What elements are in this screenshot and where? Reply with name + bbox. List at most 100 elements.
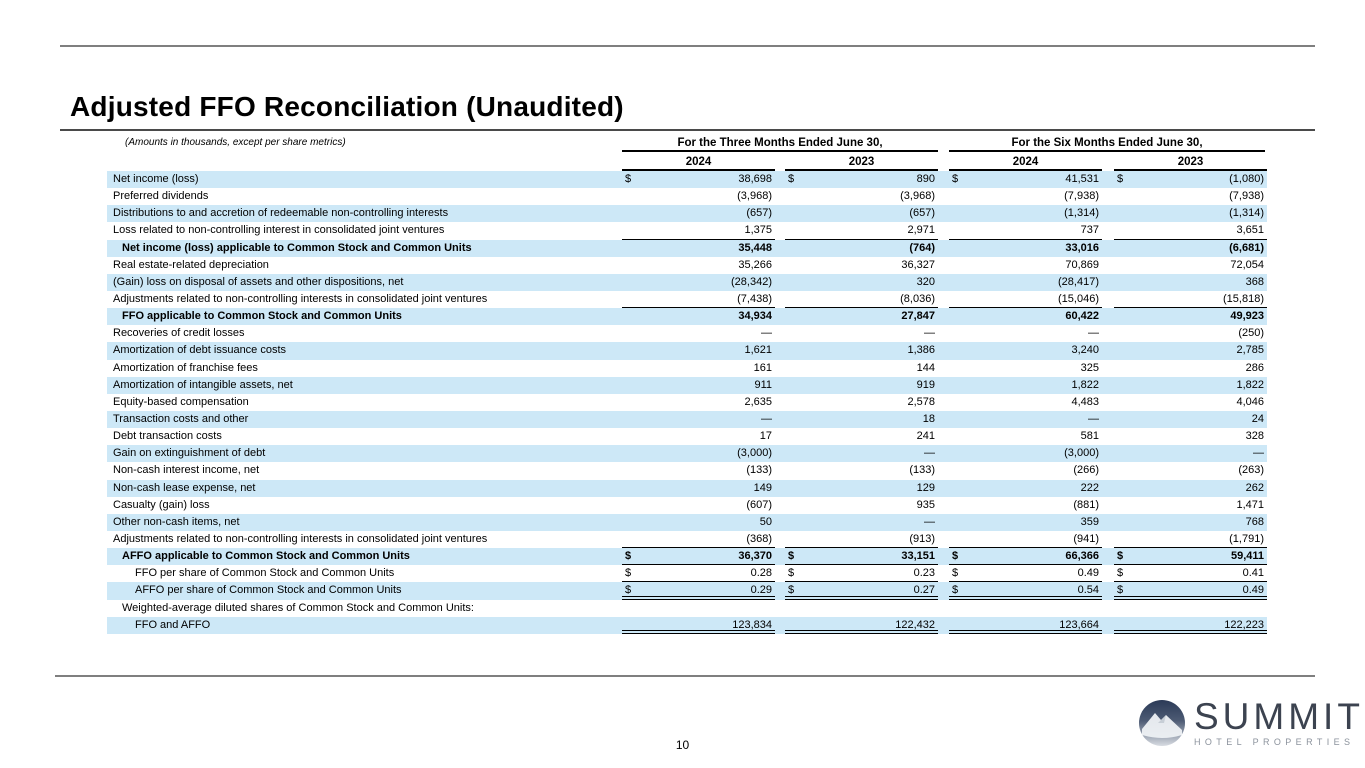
cell-value: 359 xyxy=(1080,515,1099,528)
cell-value: — xyxy=(761,327,772,340)
dollar-sign: $ xyxy=(625,567,632,580)
group-header-six-months: For the Six Months Ended June 30, xyxy=(949,137,1265,152)
year-header-3: 2024 xyxy=(949,156,1102,171)
cell-three-months-2024: 35,448 xyxy=(622,240,775,257)
table-row: FFO and AFFO 123,834 122,432 123,664 122… xyxy=(107,616,1267,634)
table-note: (Amounts in thousands, except per share … xyxy=(125,137,346,148)
cell-value: (28,417) xyxy=(1058,275,1099,288)
row-label: (Gain) loss on disposal of assets and ot… xyxy=(113,275,404,288)
cell-value: (8,036) xyxy=(900,292,935,305)
cell-three-months-2024 xyxy=(622,600,775,617)
cell-value: 911 xyxy=(754,378,772,391)
dollar-sign: $ xyxy=(1117,550,1124,563)
row-label: Equity-based compensation xyxy=(113,395,249,408)
cell-value: 737 xyxy=(1080,224,1099,237)
cell-six-months-2023: 4,046 xyxy=(1114,394,1267,411)
dollar-sign: $ xyxy=(625,584,632,597)
cell-three-months-2024: 35,266 xyxy=(622,257,775,274)
cell-six-months-2024: (7,938) xyxy=(949,188,1102,205)
cell-six-months-2024: 1,822 xyxy=(949,377,1102,394)
cell-value: (607) xyxy=(746,498,772,511)
cell-value: 33,016 xyxy=(1065,241,1099,254)
cell-three-months-2023: 36,327 xyxy=(785,257,938,274)
cell-six-months-2023: (1,791) xyxy=(1114,531,1267,549)
cell-value: 241 xyxy=(916,430,935,443)
cell-six-months-2024: 581 xyxy=(949,428,1102,445)
cell-three-months-2024: (7,438) xyxy=(622,291,775,309)
table-row: AFFO per share of Common Stock and Commo… xyxy=(107,582,1267,600)
cell-six-months-2024: (266) xyxy=(949,462,1102,479)
table-row: Distributions to and accretion of redeem… xyxy=(107,205,1267,223)
cell-value: 1,375 xyxy=(744,224,772,237)
cell-three-months-2024: 1,375 xyxy=(622,222,775,240)
cell-value: 122,223 xyxy=(1224,618,1264,631)
group-header-three-months: For the Three Months Ended June 30, xyxy=(622,137,938,152)
cell-six-months-2023: 1,471 xyxy=(1114,497,1267,514)
cell-value: 919 xyxy=(916,378,935,391)
cell-value: 123,664 xyxy=(1059,618,1099,631)
dollar-sign: $ xyxy=(788,550,795,563)
cell-six-months-2024: (941) xyxy=(949,531,1102,549)
row-label: Gain on extinguishment of debt xyxy=(113,447,266,460)
cell-three-months-2023: 919 xyxy=(785,377,938,394)
cell-three-months-2023: 129 xyxy=(785,480,938,497)
table-row: Real estate-related depreciation 35,266 … xyxy=(107,257,1267,274)
table-row: FFO per share of Common Stock and Common… xyxy=(107,565,1267,583)
cell-value: 35,266 xyxy=(738,258,772,271)
cell-three-months-2023: (657) xyxy=(785,205,938,222)
cell-value: (15,818) xyxy=(1223,292,1264,305)
cell-value: 1,822 xyxy=(1236,378,1264,391)
cell-six-months-2024: — xyxy=(949,325,1102,342)
cell-six-months-2023: $0.41 xyxy=(1114,565,1267,583)
cell-six-months-2023: (6,681) xyxy=(1114,240,1267,257)
cell-six-months-2023: 2,785 xyxy=(1114,342,1267,359)
table-row: Other non-cash items, net 50 — 359 768 xyxy=(107,513,1267,531)
top-divider xyxy=(60,45,1315,47)
cell-three-months-2023: 935 xyxy=(785,497,938,514)
dollar-sign: $ xyxy=(952,584,959,597)
cell-value: — xyxy=(1088,327,1099,340)
cell-value: 149 xyxy=(753,481,772,494)
cell-six-months-2024: 123,664 xyxy=(949,617,1102,634)
cell-value: (3,000) xyxy=(1064,447,1099,460)
cell-value: 368 xyxy=(1245,275,1264,288)
cell-six-months-2024: 3,240 xyxy=(949,342,1102,359)
row-label: AFFO per share of Common Stock and Commo… xyxy=(135,584,402,597)
cell-value: 49,923 xyxy=(1230,310,1264,323)
cell-value: 2,635 xyxy=(744,395,772,408)
row-label: Amortization of franchise fees xyxy=(113,361,258,374)
cell-three-months-2023: 144 xyxy=(785,360,938,377)
cell-six-months-2024: $0.49 xyxy=(949,565,1102,583)
dollar-sign: $ xyxy=(788,173,795,185)
cell-six-months-2024: (28,417) xyxy=(949,274,1102,291)
cell-six-months-2023: 262 xyxy=(1114,480,1267,497)
cell-six-months-2023: 368 xyxy=(1114,274,1267,291)
cell-six-months-2024: 222 xyxy=(949,480,1102,497)
cell-three-months-2023: 2,578 xyxy=(785,394,938,411)
cell-value: (3,968) xyxy=(900,190,935,203)
cell-value: 4,046 xyxy=(1236,395,1264,408)
cell-value: — xyxy=(1253,447,1264,460)
cell-value: 129 xyxy=(916,481,935,494)
cell-three-months-2024: $38,698 xyxy=(622,171,775,188)
row-label: Net income (loss) xyxy=(113,173,199,185)
table-row: Debt transaction costs 17 241 581 328 xyxy=(107,428,1267,445)
cell-value: 2,578 xyxy=(907,395,935,408)
cell-value: 123,834 xyxy=(732,618,772,631)
cell-value: 1,386 xyxy=(907,344,935,357)
row-label: Transaction costs and other xyxy=(113,412,249,425)
cell-value: (881) xyxy=(1073,498,1099,511)
cell-six-months-2024: $0.54 xyxy=(949,582,1102,600)
cell-value: — xyxy=(924,447,935,460)
cell-six-months-2023: 286 xyxy=(1114,360,1267,377)
cell-six-months-2023: (263) xyxy=(1114,462,1267,479)
cell-three-months-2023: (913) xyxy=(785,531,938,549)
cell-value: 262 xyxy=(1245,481,1264,494)
cell-value: — xyxy=(761,412,772,425)
cell-three-months-2024: 17 xyxy=(622,428,775,445)
logo-brand: SUMMIT xyxy=(1194,696,1364,737)
cell-three-months-2024: — xyxy=(622,411,775,428)
cell-value: 4,483 xyxy=(1071,395,1099,408)
table-row: Preferred dividends (3,968) (3,968) (7,9… xyxy=(107,188,1267,205)
cell-three-months-2023: (3,968) xyxy=(785,188,938,205)
